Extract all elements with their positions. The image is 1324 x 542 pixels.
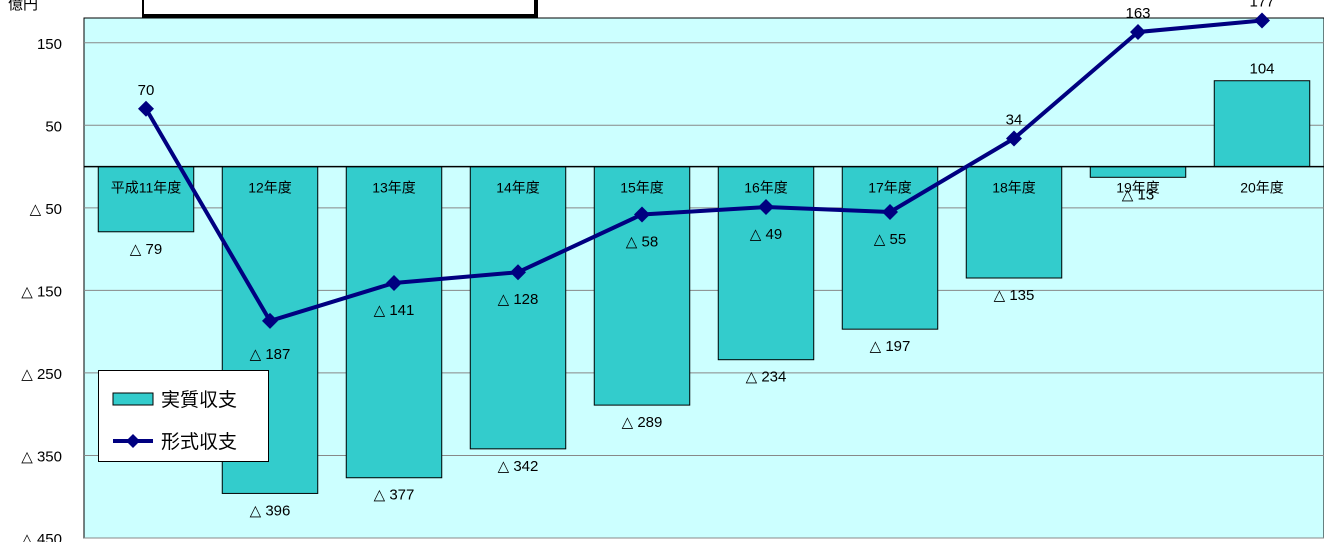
y-tick-label: △ 250 bbox=[21, 366, 62, 383]
bar-data-label: △ 197 bbox=[870, 338, 911, 355]
legend-label-bar: 実質収支 bbox=[161, 389, 238, 411]
bar-data-label: △ 135 bbox=[994, 287, 1035, 304]
line-data-label: 70 bbox=[138, 82, 155, 99]
line-marker bbox=[1130, 24, 1146, 41]
category-label: 平成11年度 bbox=[111, 180, 182, 196]
category-label: 16年度 bbox=[744, 180, 788, 196]
y-tick-label: 150 bbox=[37, 36, 62, 53]
line-marker bbox=[882, 203, 898, 220]
bar-data-label: △ 396 bbox=[250, 502, 291, 519]
category-label: 14年度 bbox=[496, 180, 540, 196]
legend-item-bar: 実質収支 bbox=[111, 385, 237, 412]
bar-data-label: △ 377 bbox=[374, 487, 415, 504]
bar bbox=[717, 166, 815, 361]
line-data-label: △ 128 bbox=[498, 291, 539, 308]
line-marker bbox=[262, 312, 278, 329]
category-label: 19年度 bbox=[1116, 180, 1160, 196]
bar bbox=[1089, 166, 1187, 178]
line-marker bbox=[386, 274, 402, 291]
line-data-label: △ 58 bbox=[626, 233, 658, 250]
y-tick-label: △ 350 bbox=[21, 448, 62, 465]
bar-data-label: △ 234 bbox=[746, 369, 787, 386]
y-tick-label: △ 450 bbox=[21, 531, 62, 542]
category-label: 12年度 bbox=[248, 180, 292, 196]
legend-item-line: 形式収支 bbox=[111, 427, 237, 454]
category-label: 13年度 bbox=[372, 180, 416, 196]
line-marker bbox=[510, 264, 526, 281]
line-data-label: 163 bbox=[1125, 5, 1150, 22]
line-marker bbox=[634, 206, 650, 223]
line-data-label: △ 187 bbox=[250, 346, 291, 363]
bar bbox=[97, 166, 195, 233]
line-data-label: △ 49 bbox=[750, 226, 782, 243]
category-label: 17年度 bbox=[868, 180, 912, 196]
category-label: 18年度 bbox=[992, 180, 1036, 196]
bar bbox=[345, 166, 443, 479]
bar bbox=[469, 166, 567, 450]
line-marker bbox=[758, 199, 774, 216]
bar bbox=[1213, 80, 1311, 168]
line-data-label: 177 bbox=[1249, 0, 1274, 10]
bar bbox=[593, 166, 691, 406]
legend-label-line: 形式収支 bbox=[161, 431, 238, 453]
bar-data-label: 104 bbox=[1249, 61, 1274, 78]
line-data-label: △ 55 bbox=[874, 231, 906, 248]
line-data-label: 34 bbox=[1006, 112, 1023, 129]
line-marker bbox=[1254, 12, 1270, 29]
line-marker bbox=[1006, 130, 1022, 147]
bar bbox=[965, 166, 1063, 279]
bar-data-label: △ 79 bbox=[130, 241, 162, 258]
y-tick-label: 50 bbox=[45, 118, 62, 135]
bar-swatch-icon bbox=[112, 392, 154, 405]
bar-data-label: △ 289 bbox=[622, 414, 663, 431]
diamond-marker-icon bbox=[113, 433, 153, 448]
legend: 実質収支 形式収支 bbox=[98, 370, 269, 462]
y-tick-label: △ 150 bbox=[21, 283, 62, 300]
bar-data-label: △ 342 bbox=[498, 458, 539, 475]
title-box bbox=[142, 0, 538, 18]
y-tick-label: △ 50 bbox=[30, 201, 62, 218]
unit-label: 億円 bbox=[8, 0, 38, 13]
category-label: 20年度 bbox=[1240, 180, 1284, 196]
bar-data-label: △ 13 bbox=[1122, 186, 1154, 203]
line-marker bbox=[138, 100, 154, 117]
line-series bbox=[144, 18, 1263, 323]
category-label: 15年度 bbox=[620, 180, 664, 196]
line-data-label: △ 141 bbox=[374, 302, 415, 319]
